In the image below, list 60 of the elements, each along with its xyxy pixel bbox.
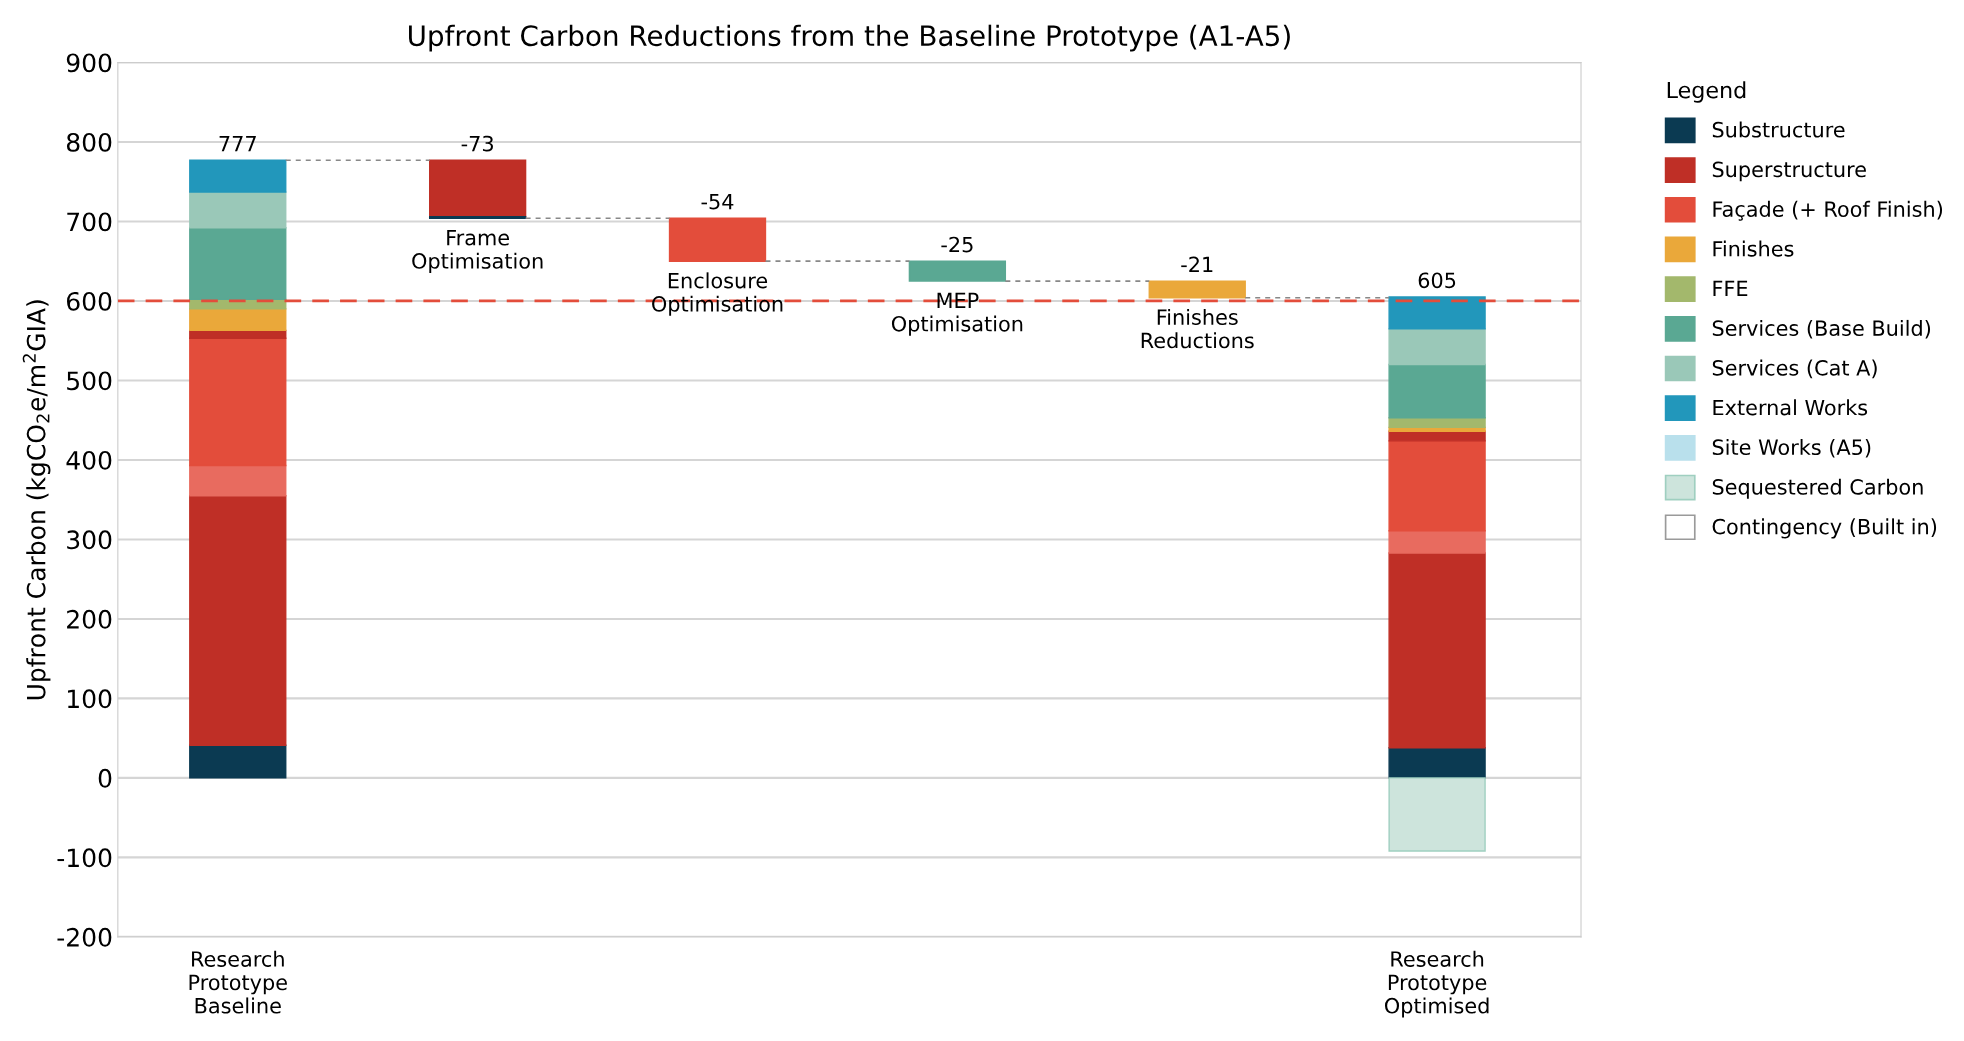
bar [1388, 552, 1486, 749]
x-tick-label: Frame Optimisation [412, 230, 543, 273]
x-tick-label: Research Prototype Optimised [1384, 950, 1489, 1018]
legend-label: Superstructure [1712, 161, 1866, 182]
chart-title: Upfront Carbon Reductions from the Baseline Prototype (A1-A5) [409, 24, 1290, 52]
bar [1388, 747, 1486, 779]
bar [189, 308, 287, 332]
total-label: -73 [461, 135, 493, 152]
annotation: 605 [1418, 272, 1456, 289]
y-tick-label: 800 [66, 132, 112, 152]
bar [908, 260, 1007, 282]
y-tick-label: 400 [66, 450, 112, 470]
legend-label: Site Works (A5) [1712, 438, 1871, 458]
bar [1388, 440, 1486, 532]
y-tick-label: 100 [68, 689, 112, 709]
bar [1388, 430, 1486, 442]
legend-label: Contingency (Built in) [1712, 518, 1937, 539]
y-tick-label: -100 [57, 848, 112, 868]
bar [189, 464, 287, 497]
y-tick-label: 200 [67, 609, 112, 629]
y-tick-label: 0 [98, 768, 112, 788]
legend-label: Services (Cat A) [1712, 359, 1877, 379]
y-tick-label: 700 [67, 212, 112, 232]
bar [189, 337, 287, 467]
bar [1388, 328, 1486, 366]
bar [189, 191, 287, 229]
legend-label: Finishes [1713, 240, 1794, 257]
x-tick-label: Enclosure Optimisation [652, 272, 783, 316]
bar [1388, 417, 1486, 429]
y-tick-label: 300 [67, 530, 112, 550]
bar [668, 217, 767, 262]
y-axis-title: Upfront Carbon (kgCO$_{2}$e/m$^{2}$GIA) [22, 300, 51, 700]
bar [189, 227, 287, 301]
legend-label: Substructure [1712, 121, 1845, 138]
total-label: -54 [701, 193, 734, 210]
bar [1388, 296, 1486, 330]
bar [428, 159, 527, 218]
x-tick-label: MEP Optimisation [891, 292, 1023, 336]
y-tick-label: 900 [66, 53, 112, 73]
legend-label: External Works [1713, 399, 1868, 416]
legend-label: Services (Base Build) [1712, 319, 1931, 339]
bar [1388, 363, 1486, 419]
y-tick-label: 500 [67, 371, 112, 391]
bar [189, 159, 287, 193]
total-label: -25 [941, 236, 973, 253]
legend-label: Sequestered Carbon [1712, 478, 1923, 499]
bar [189, 495, 287, 747]
total-label: 777 [219, 135, 256, 152]
y-tick-label: -200 [57, 927, 112, 947]
bar [189, 744, 287, 779]
x-tick-label: Finishes Reductions [1141, 308, 1254, 349]
bar [1388, 529, 1486, 554]
y-tick-label: 600 [67, 291, 112, 311]
legend-label: FFE [1713, 280, 1748, 297]
x-tick-label: Research Prototype Baseline [189, 950, 287, 1014]
legend-title: Legend [1667, 81, 1746, 103]
bar [1388, 777, 1486, 852]
legend-label: Façade (+ Roof Finish) [1713, 200, 1943, 221]
total-label: -21 [1181, 256, 1213, 272]
bar [1148, 280, 1246, 299]
